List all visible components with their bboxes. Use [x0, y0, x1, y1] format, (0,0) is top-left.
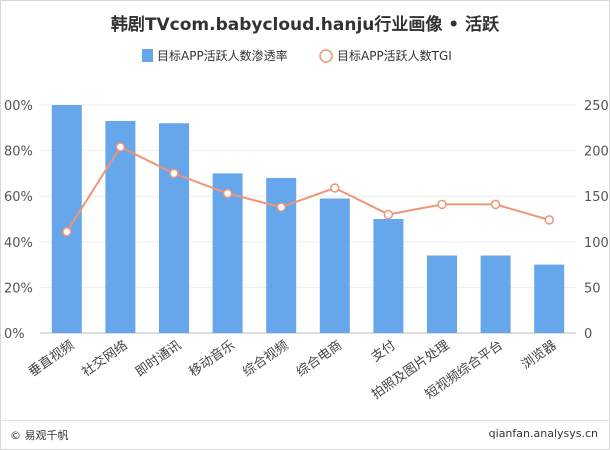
left-tick-label: 60%	[4, 190, 33, 205]
bar	[212, 173, 243, 333]
right-tick-label: 150	[584, 190, 609, 205]
bar	[480, 255, 511, 333]
chart-title: 韩剧TVcom.babycloud.hanju行业画像 • 活跃	[110, 15, 500, 35]
right-tick-label: 100	[584, 236, 609, 251]
category-label: 即时通讯	[133, 338, 184, 380]
right-tick-label: 200	[584, 145, 609, 160]
category-label: 移动音乐	[186, 337, 238, 380]
line-series	[62, 142, 554, 237]
line-point	[62, 227, 72, 237]
left-tick-label: 0%	[4, 327, 25, 342]
footer-url: qianfan.analysys.cn	[488, 427, 598, 440]
category-label: 社交网络	[79, 337, 131, 380]
bar	[266, 177, 297, 333]
line-point	[490, 199, 501, 210]
bar	[51, 105, 82, 333]
category-label: 浏览器	[518, 337, 559, 372]
left-tick-label: 80%	[4, 145, 33, 160]
bar-series	[51, 105, 565, 334]
legend-line-label: 目标APP活跃人数TGI	[337, 48, 452, 63]
legend: 目标APP活跃人数渗透率 目标APP活跃人数TGI	[142, 48, 452, 63]
category-label: 支付	[369, 338, 399, 365]
bar	[159, 123, 189, 334]
left-tick-label: 40%	[4, 236, 33, 251]
right-tick-label: 0	[584, 327, 592, 342]
left-axis-ticks: 00% 80% 60% 40% 20% 0%	[4, 99, 33, 342]
right-axis-ticks: 250 200 150 100 50 0	[584, 99, 609, 342]
category-label: 综合电商	[294, 338, 345, 380]
line-point	[437, 199, 447, 210]
bar	[427, 255, 457, 333]
line-point	[169, 168, 179, 179]
line-point	[544, 215, 554, 225]
right-tick-label: 250	[584, 99, 609, 114]
footer-divider	[0, 420, 610, 421]
footer-brand: © 易观千帆	[10, 429, 69, 442]
left-tick-label: 20%	[4, 281, 33, 296]
legend-line-swatch	[319, 49, 333, 63]
bar	[534, 264, 565, 333]
line-point	[330, 183, 340, 193]
series-line	[65, 145, 550, 233]
line-point	[222, 188, 233, 199]
line-point	[383, 209, 394, 220]
legend-bar-label: 目标APP活跃人数渗透率	[157, 48, 288, 63]
legend-bar-swatch	[142, 49, 153, 62]
left-tick-label: 00%	[4, 99, 33, 114]
line-point	[115, 142, 126, 152]
right-tick-label: 50	[584, 281, 601, 296]
category-labels: 垂直视频 社交网络 即时通讯 移动音乐 综合视频 综合电商 支付拍照及图片处理短视频综合平台…	[26, 337, 560, 402]
bar	[105, 120, 136, 334]
category-label: 综合视频	[240, 338, 291, 380]
bar	[319, 198, 350, 333]
line-point	[276, 202, 286, 212]
category-label: 垂直视频	[26, 338, 77, 380]
bar	[373, 219, 404, 333]
